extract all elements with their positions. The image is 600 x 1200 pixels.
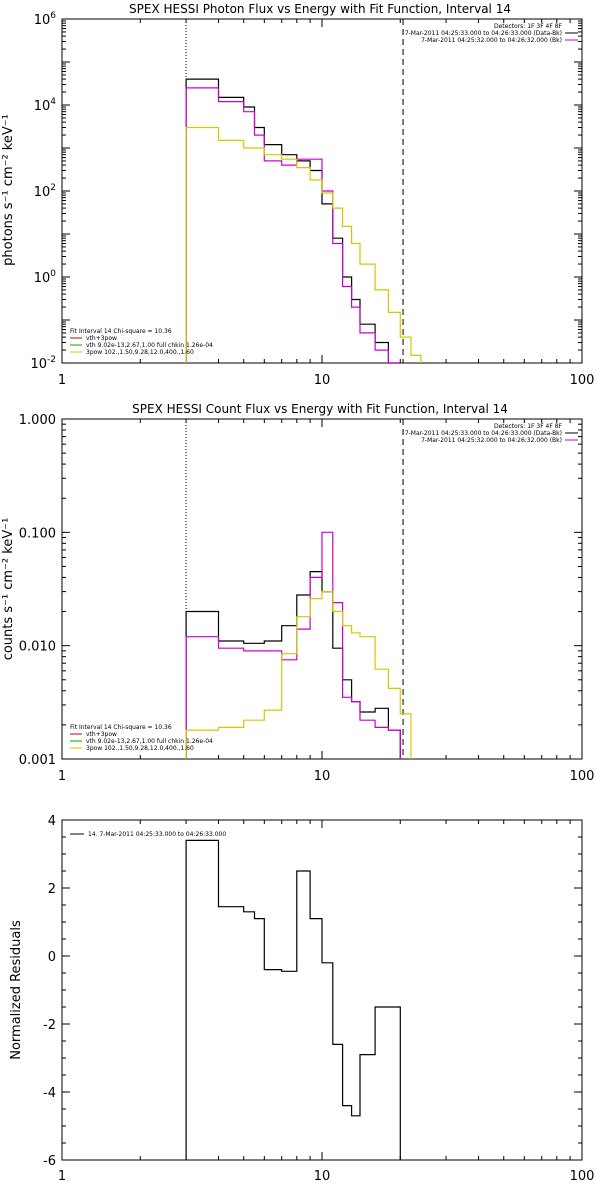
x-tick-label: 10 bbox=[314, 373, 331, 388]
y-tick-label: 4 bbox=[48, 814, 56, 829]
y-tick-label: 104 bbox=[34, 97, 57, 114]
y-tick-label: 0.100 bbox=[19, 526, 56, 541]
legend-bottom-entry: Fit Interval 14 Chi-square = 10.36 bbox=[70, 724, 172, 731]
legend-top-entry: Detectors: 1F 3F 4F 8F bbox=[494, 423, 563, 430]
x-tick-label: 100 bbox=[570, 373, 595, 388]
chart-title: SPEX HESSI Photon Flux vs Energy with Fi… bbox=[129, 2, 511, 16]
y-tick-label: -6 bbox=[43, 1154, 56, 1169]
chart-title: SPEX HESSI Count Flux vs Energy with Fit… bbox=[132, 402, 508, 416]
legend-top-entry: 7-Mar-2011 04:25:33.000 to 04:26:33.000 … bbox=[405, 30, 562, 37]
y-tick-label: 10-2 bbox=[30, 355, 56, 372]
legend-bottom-entry: vth 9.02e-13,2.67,1.00 full chkin 1.26e-… bbox=[86, 342, 213, 349]
y-tick-label: 102 bbox=[34, 183, 56, 200]
legend-bottom-entry: vth+3pow bbox=[86, 335, 117, 342]
legend-top-entry: 14. 7-Mar-2011 04:25:33.000 to 04:26:33.… bbox=[88, 831, 226, 838]
x-tick-label: 1 bbox=[58, 1169, 66, 1184]
y-tick-label: 0.001 bbox=[19, 753, 56, 768]
x-tick-label: 1 bbox=[58, 373, 66, 388]
y-tick-label: 0 bbox=[48, 950, 56, 965]
y-tick-label: 100 bbox=[34, 269, 57, 286]
legend-bottom-entry: 3pow 102.,1.50,9.28,12.0,400.,1.60 bbox=[86, 349, 194, 356]
series-line-2 bbox=[185, 126, 422, 363]
x-tick-label: 10 bbox=[314, 769, 331, 784]
y-tick-label: 2 bbox=[48, 882, 56, 897]
x-tick-label: 100 bbox=[570, 769, 595, 784]
x-tick-label: 1 bbox=[58, 769, 66, 784]
photon-flux-panel: SPEX HESSI Photon Flux vs Energy with Fi… bbox=[1, 2, 594, 388]
y-tick-label: 0.010 bbox=[19, 640, 56, 655]
legend-bottom-entry: vth 9.02e-13,2.67,1.00 full chkin 1.26e-… bbox=[86, 738, 213, 745]
y-axis-label: Normalized Residuals bbox=[9, 920, 24, 1060]
series-line-0 bbox=[185, 78, 401, 364]
y-tick-label: -4 bbox=[43, 1086, 56, 1101]
x-tick-label: 100 bbox=[570, 1169, 595, 1184]
series-line-1 bbox=[185, 531, 401, 759]
y-axis-label: counts s⁻¹ cm⁻² keV⁻¹ bbox=[1, 518, 16, 661]
count-flux-panel: SPEX HESSI Count Flux vs Energy with Fit… bbox=[1, 402, 594, 784]
legend-top-entry: Detectors: 1F 3F 4F 8F bbox=[494, 23, 563, 30]
legend-bottom-entry: vth+3pow bbox=[86, 731, 117, 738]
series-line-1 bbox=[185, 87, 401, 364]
legend-top-entry: 7-Mar-2011 04:25:32.000 to 04:26:32.000 … bbox=[421, 437, 562, 444]
y-tick-label: 106 bbox=[34, 11, 57, 28]
legend-top-entry: 7-Mar-2011 04:25:32.000 to 04:26:32.000 … bbox=[421, 37, 562, 44]
plot-frame bbox=[61, 819, 583, 1161]
series-line-0 bbox=[185, 839, 401, 1160]
y-axis-label: photons s⁻¹ cm⁻² keV⁻¹ bbox=[1, 114, 16, 266]
residuals-panel: Normalized Residuals 1 10 100 -6 -4 -2 0 2 4 14.… bbox=[9, 814, 594, 1184]
y-tick-label: -2 bbox=[43, 1018, 56, 1033]
legend-bottom-entry: Fit Interval 14 Chi-square = 10.36 bbox=[70, 328, 172, 335]
y-tick-label: 1.000 bbox=[19, 413, 56, 428]
legend-top-entry: 7-Mar-2011 04:25:33.000 to 04:26:33.000 … bbox=[405, 430, 562, 437]
series-line-2 bbox=[185, 591, 412, 759]
legend-bottom-entry: 3pow 102.,1.50,9.28,12.0,400.,1.60 bbox=[86, 745, 194, 752]
series-line-0 bbox=[185, 571, 401, 759]
x-tick-label: 10 bbox=[314, 1169, 331, 1184]
